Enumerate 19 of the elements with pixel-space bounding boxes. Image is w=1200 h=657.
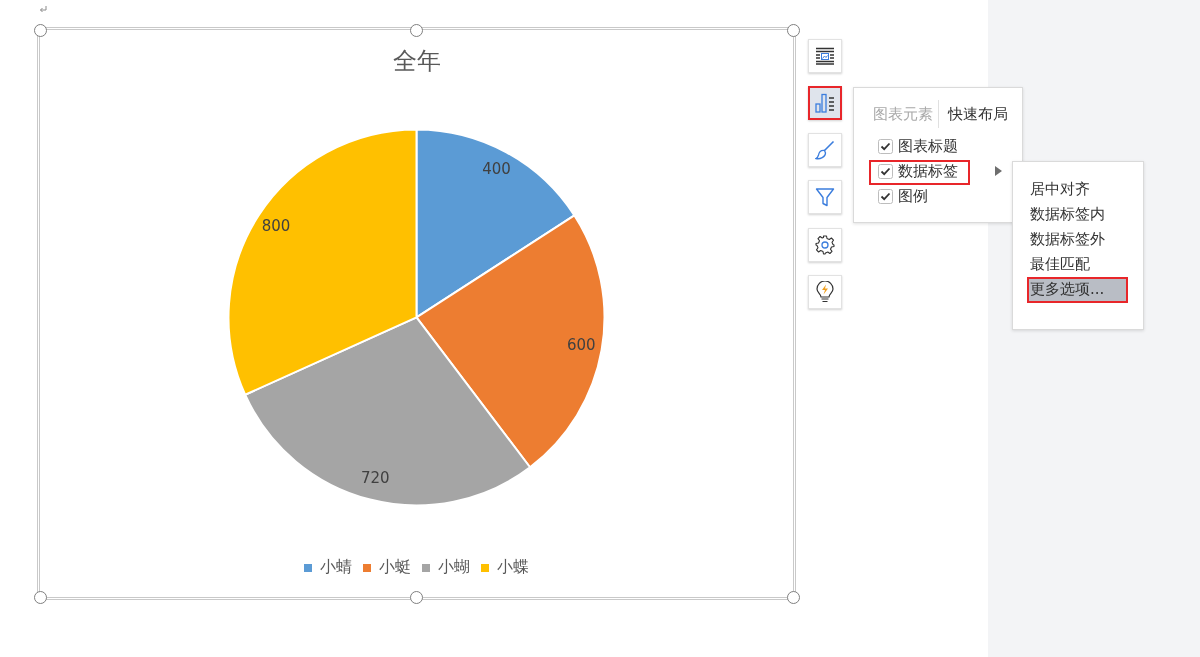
legend-label: 小蝶 [497,557,529,577]
text: 数据标签 [898,161,958,181]
legend-label: 小蝴 [438,557,470,577]
data-label: 800 [261,216,291,235]
text: 数据标签内 [1030,204,1105,224]
data-label: 720 [360,469,390,488]
chart-title: 全年 [392,46,441,75]
data-label: 600 [566,336,596,355]
text: 更多选项... [1030,279,1105,299]
text: 快速布局 [948,104,1008,124]
data-label: 400 [482,160,511,179]
legend-label: 小蜻 [320,557,352,577]
legend-label: 小蜓 [379,557,411,577]
text: 数据标签外 [1030,229,1105,249]
text: 图表标题 [898,136,958,156]
text: 图例 [898,186,928,206]
text: 居中对齐 [1030,179,1090,199]
text: 图表元素 [873,104,933,124]
text: 最佳匹配 [1030,254,1090,274]
